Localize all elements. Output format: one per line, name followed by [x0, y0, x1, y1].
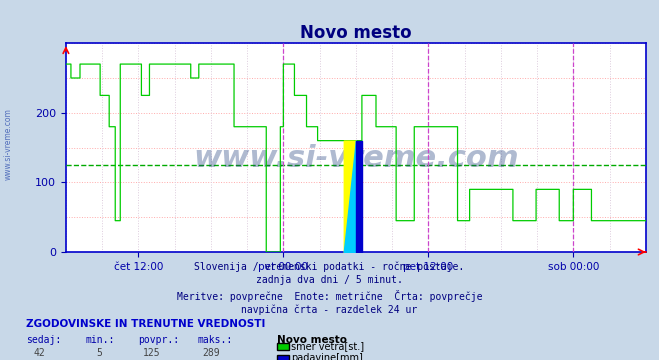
Text: min.:: min.:: [86, 335, 115, 345]
Text: www.si-vreme.com: www.si-vreme.com: [3, 108, 13, 180]
Text: Novo mesto: Novo mesto: [277, 335, 347, 345]
Text: www.si-vreme.com: www.si-vreme.com: [193, 144, 519, 172]
Text: maks.:: maks.:: [198, 335, 233, 345]
Text: sedaj:: sedaj:: [26, 335, 61, 345]
Text: povpr.:: povpr.:: [138, 335, 179, 345]
Text: Slovenija / vremenski podatki - ročne postaje.: Slovenija / vremenski podatki - ročne po…: [194, 261, 465, 271]
Text: padavine[mm]: padavine[mm]: [291, 353, 363, 360]
Text: 42: 42: [34, 348, 45, 359]
Text: 125: 125: [143, 348, 160, 359]
Text: smer vetra[st.]: smer vetra[st.]: [291, 341, 364, 351]
Text: ZGODOVINSKE IN TRENUTNE VREDNOSTI: ZGODOVINSKE IN TRENUTNE VREDNOSTI: [26, 319, 266, 329]
Text: navpična črta - razdelek 24 ur: navpična črta - razdelek 24 ur: [241, 304, 418, 315]
Text: zadnja dva dni / 5 minut.: zadnja dva dni / 5 minut.: [256, 275, 403, 285]
Text: 289: 289: [202, 348, 219, 359]
Title: Novo mesto: Novo mesto: [300, 24, 412, 42]
Text: Meritve: povprečne  Enote: metrične  Črta: povprečje: Meritve: povprečne Enote: metrične Črta:…: [177, 290, 482, 302]
Text: 5: 5: [96, 348, 101, 359]
